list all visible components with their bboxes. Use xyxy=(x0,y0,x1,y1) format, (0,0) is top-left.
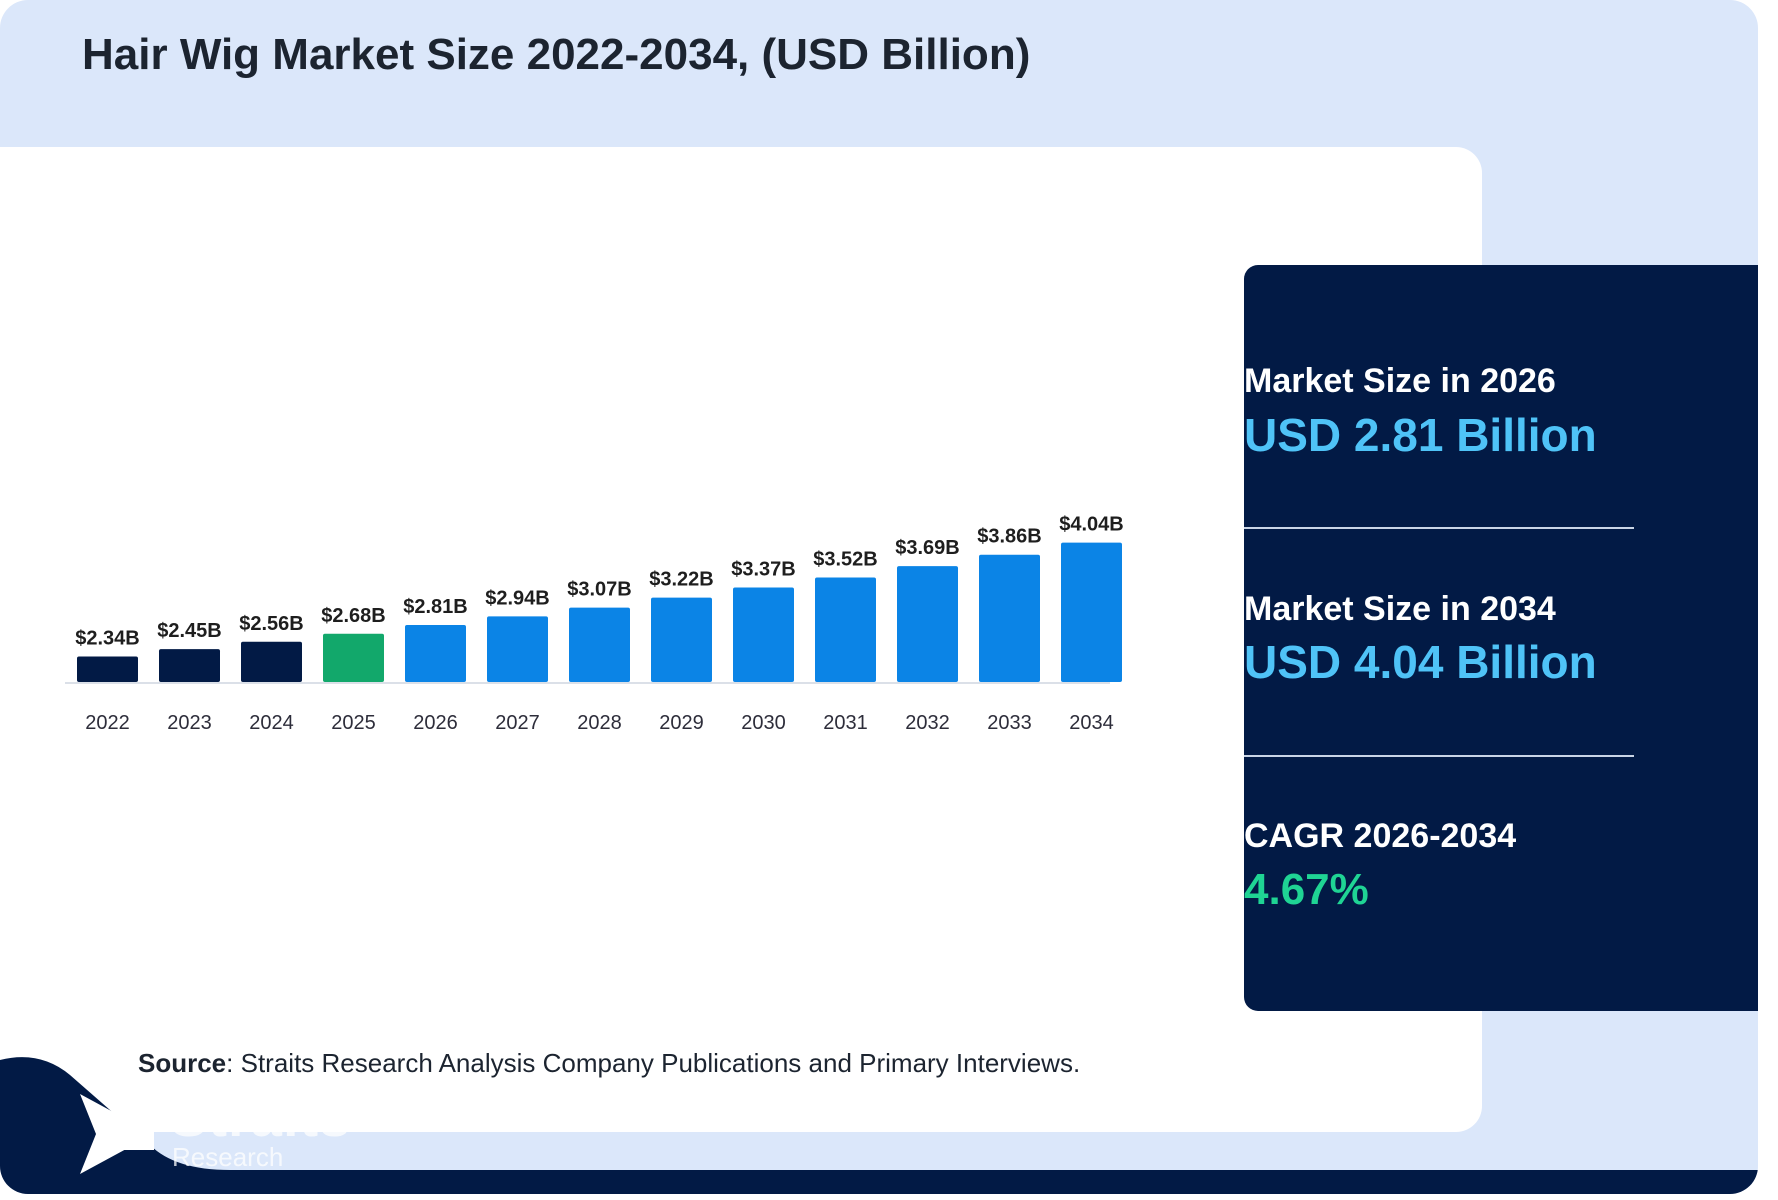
x-tick-2034: 2034 xyxy=(1069,712,1114,734)
value-label-2025: $2.68B xyxy=(321,605,386,627)
source-label: Source xyxy=(138,1048,227,1078)
chart-title: Hair Wig Market Size 2022-2034, (USD Bil… xyxy=(82,30,1031,79)
stats-divider-2 xyxy=(1244,755,1634,757)
stats-divider-1 xyxy=(1244,527,1634,529)
value-label-2024: $2.56B xyxy=(239,613,304,635)
market-2034-label: Market Size in 2034 xyxy=(1244,590,1556,628)
x-tick-2031: 2031 xyxy=(823,712,868,734)
x-tick-labels-group: 2022 2023 2024 2025 2026 2027 2028 2029 2030 2031… xyxy=(85,712,1114,734)
bar-2031 xyxy=(815,577,876,682)
corner-decoration xyxy=(0,1057,1758,1194)
x-tick-2032: 2032 xyxy=(905,712,950,734)
cagr-value: 4.67% xyxy=(1244,865,1369,914)
value-label-2026: $2.81B xyxy=(403,596,468,618)
x-tick-2028: 2028 xyxy=(577,712,622,734)
market-2026-label: Market Size in 2026 xyxy=(1244,362,1556,400)
x-tick-2023: 2023 xyxy=(167,712,212,734)
value-label-2022: $2.34B xyxy=(75,628,140,650)
x-tick-2033: 2033 xyxy=(987,712,1032,734)
bar-2022 xyxy=(77,656,138,682)
value-label-2030: $3.37B xyxy=(731,559,796,581)
bar-2027 xyxy=(487,616,548,682)
x-tick-2027: 2027 xyxy=(495,712,540,734)
bar-2033 xyxy=(979,554,1040,682)
value-label-2032: $3.69B xyxy=(895,537,960,559)
bar-2028 xyxy=(569,607,630,682)
x-tick-2022: 2022 xyxy=(85,712,130,734)
bar-2026 xyxy=(405,625,466,682)
logo-wordmark: Straits xyxy=(170,1085,352,1148)
x-tick-2025: 2025 xyxy=(331,712,376,734)
value-label-2029: $3.22B xyxy=(649,569,714,591)
x-tick-2029: 2029 xyxy=(659,712,704,734)
value-label-2028: $3.07B xyxy=(567,579,632,601)
value-label-2031: $3.52B xyxy=(813,548,878,570)
logo-arrow-icon xyxy=(80,1094,154,1174)
market-2034-value: USD 4.04 Billion xyxy=(1244,636,1597,688)
bar-2025 xyxy=(323,633,384,682)
source-text: : Straits Research Analysis Company Publ… xyxy=(226,1048,1081,1078)
stats-panel: Market Size in 2026 USD 2.81 Billion Mar… xyxy=(1244,265,1758,1011)
straits-logo: Straits Research xyxy=(78,1085,398,1180)
x-tick-2024: 2024 xyxy=(249,712,294,734)
bar-2034 xyxy=(1061,542,1122,682)
source-note: Source: Straits Research Analysis Compan… xyxy=(138,1048,1080,1079)
value-labels-group: $2.34B $2.45B $2.56B $2.68B $2.81B $2.94B $3.0… xyxy=(75,514,1124,650)
value-label-2027: $2.94B xyxy=(485,587,550,609)
value-label-2023: $2.45B xyxy=(157,620,222,642)
logo-subtitle: Research xyxy=(172,1142,284,1172)
bar-2029 xyxy=(651,597,712,682)
bars-group xyxy=(77,542,1122,682)
value-label-2034: $4.04B xyxy=(1059,514,1124,536)
market-2026-value: USD 2.81 Billion xyxy=(1244,409,1597,461)
bar-2023 xyxy=(159,649,220,682)
bar-2024 xyxy=(241,641,302,682)
x-tick-2026: 2026 xyxy=(413,712,458,734)
bar-2030 xyxy=(733,587,794,682)
x-tick-2030: 2030 xyxy=(741,712,786,734)
value-label-2033: $3.86B xyxy=(977,526,1042,548)
bar-2032 xyxy=(897,566,958,682)
cagr-label: CAGR 2026-2034 xyxy=(1244,817,1517,855)
